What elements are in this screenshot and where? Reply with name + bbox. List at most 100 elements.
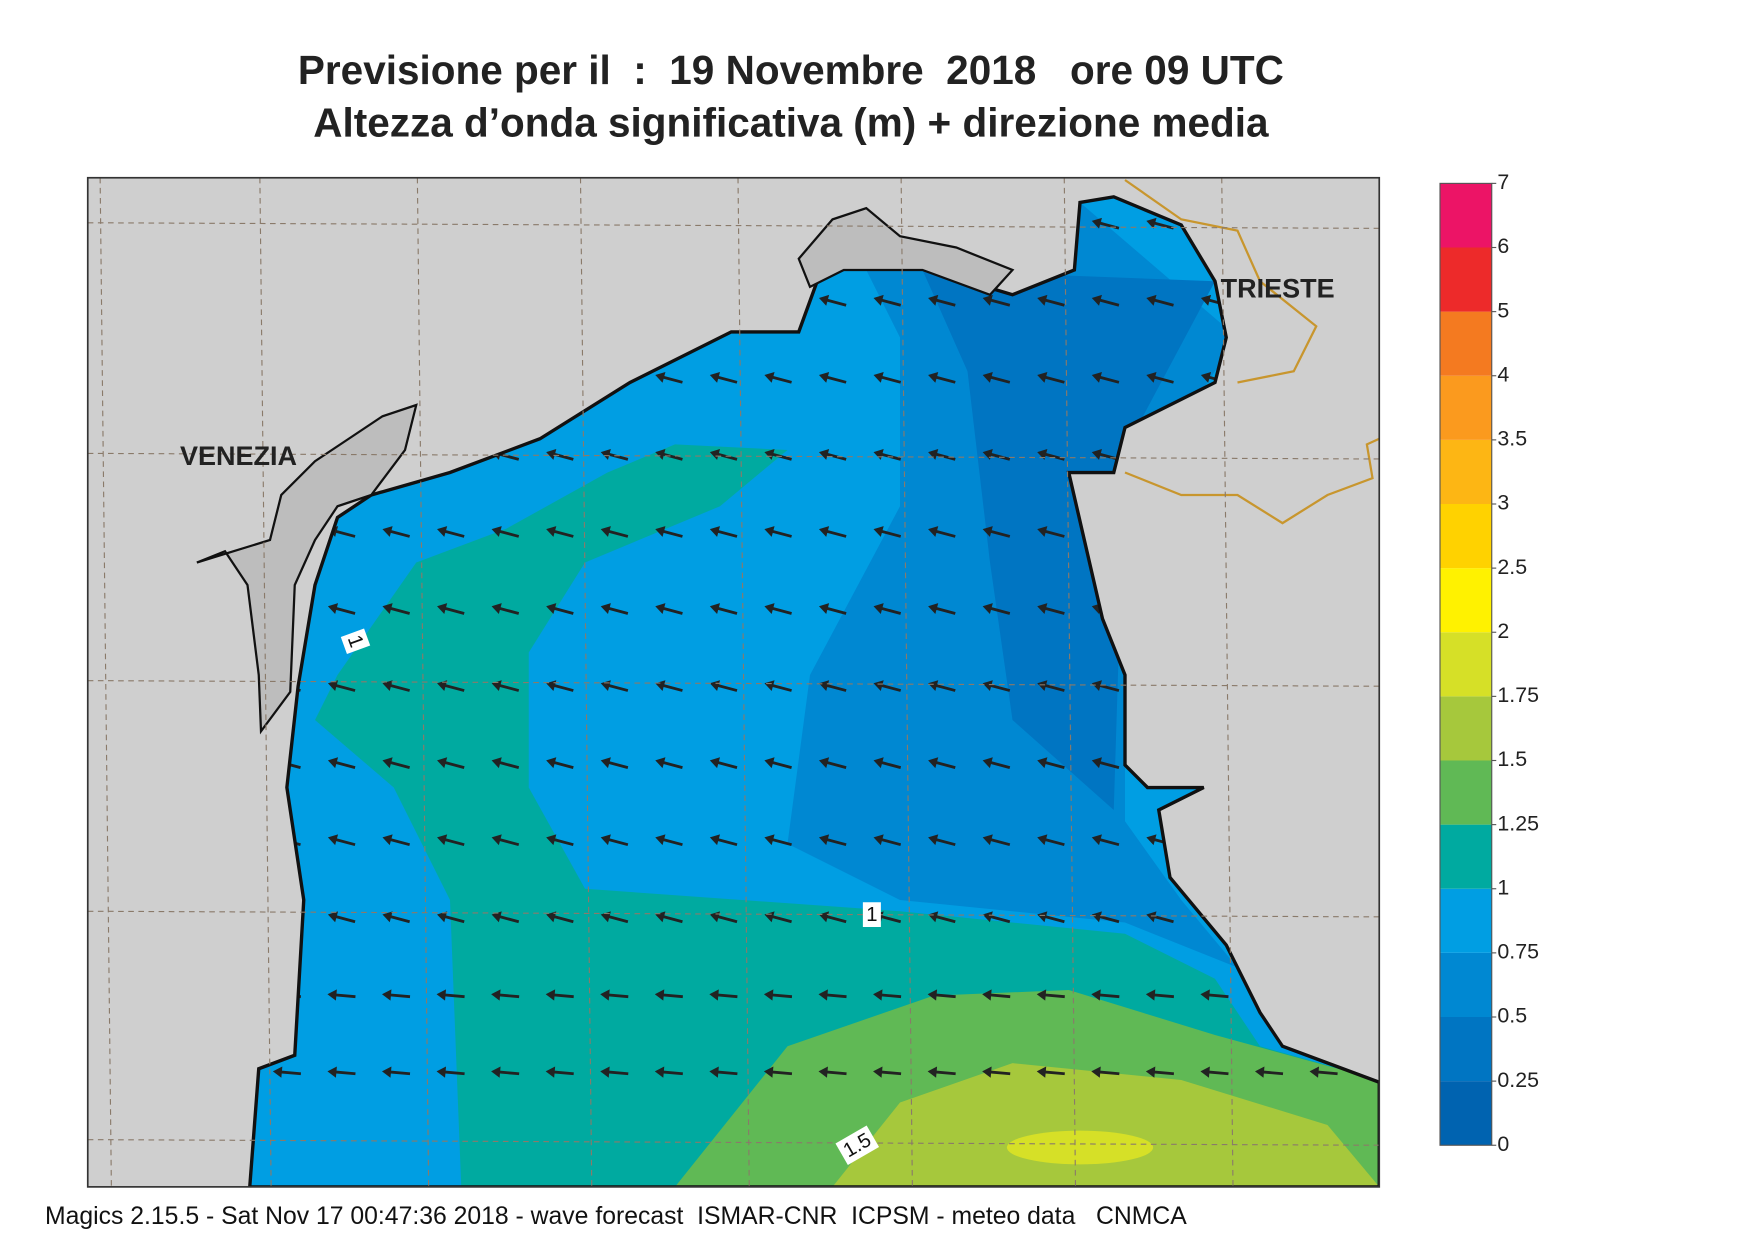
arrow-head bbox=[437, 526, 448, 537]
direction-arrow bbox=[764, 603, 792, 615]
direction-arrow bbox=[818, 603, 847, 615]
arrow-head bbox=[327, 911, 339, 923]
direction-arrow bbox=[1091, 294, 1120, 307]
arrow-head bbox=[873, 294, 884, 306]
direction-arrow bbox=[327, 1066, 356, 1078]
graticule-line bbox=[87, 680, 1380, 687]
direction-arrow bbox=[1145, 1066, 1175, 1078]
arrow-head bbox=[927, 989, 938, 1001]
arrow-head bbox=[1200, 1066, 1210, 1078]
direction-arrow bbox=[327, 911, 356, 924]
band-025-05 bbox=[922, 270, 1215, 810]
arrow-head bbox=[982, 757, 993, 769]
arrow-head bbox=[655, 449, 666, 460]
arrow-head bbox=[491, 911, 502, 923]
colorbar-band bbox=[1440, 375, 1492, 440]
band-175-2 bbox=[1006, 1130, 1154, 1165]
direction-arrow bbox=[272, 1066, 302, 1078]
arrow-head bbox=[764, 371, 775, 383]
direction-arrow bbox=[491, 603, 520, 615]
colorbar-band bbox=[1440, 439, 1492, 504]
arrow-head bbox=[327, 603, 339, 614]
direction-arrow bbox=[1037, 526, 1065, 538]
arrow-head bbox=[1200, 371, 1212, 383]
direction-arrow bbox=[873, 1066, 902, 1078]
arrow-head bbox=[709, 757, 720, 769]
arrow-head bbox=[381, 989, 392, 1001]
graticule-line bbox=[87, 222, 1380, 229]
arrow-head bbox=[654, 989, 665, 1001]
direction-arrow bbox=[654, 1066, 683, 1078]
arrow-head bbox=[873, 680, 884, 692]
graticule-line bbox=[87, 1139, 1380, 1146]
direction-arrow bbox=[1037, 294, 1065, 307]
direction-arrow bbox=[327, 757, 356, 769]
direction-arrow bbox=[928, 680, 956, 692]
arrow-head bbox=[928, 449, 939, 460]
direction-arrow bbox=[1091, 680, 1120, 692]
direction-arrow bbox=[927, 989, 956, 1001]
arrow-head bbox=[928, 371, 939, 383]
arrow-head bbox=[982, 834, 993, 846]
direction-arrow bbox=[982, 834, 1011, 847]
colorbar-band bbox=[1440, 952, 1492, 1017]
colorbar-band bbox=[1440, 632, 1492, 697]
arrow-head bbox=[1200, 989, 1210, 1001]
direction-arrow bbox=[982, 371, 1011, 384]
colorbar-tick-label: 1.5 bbox=[1497, 747, 1527, 771]
direction-arrow bbox=[1037, 371, 1065, 384]
direction-arrow bbox=[437, 911, 465, 924]
colorbar-tick-label: 1.75 bbox=[1497, 683, 1539, 707]
colorbar-frame bbox=[1439, 182, 1493, 1146]
arrow-head bbox=[600, 1066, 610, 1078]
direction-arrow bbox=[818, 680, 847, 692]
direction-arrow bbox=[600, 911, 629, 924]
colorbar-tick-label: 0.75 bbox=[1497, 940, 1539, 964]
direction-arrow bbox=[1146, 371, 1174, 384]
arrow-head bbox=[818, 757, 830, 769]
arrow-head bbox=[1146, 371, 1157, 383]
direction-arrow bbox=[545, 989, 574, 1001]
arrow-head bbox=[709, 526, 720, 537]
graticule-line bbox=[259, 177, 272, 1187]
title-line-1: Previsione per il : 19 Novembre 2018 ore… bbox=[298, 47, 1284, 93]
direction-arrow bbox=[927, 1066, 956, 1078]
direction-arrow bbox=[1037, 834, 1065, 847]
arrow-head bbox=[982, 680, 993, 692]
direction-arrow bbox=[437, 680, 465, 692]
arrow-head bbox=[1036, 1066, 1047, 1078]
direction-arrow bbox=[818, 526, 847, 538]
colorbar-tick-label: 3.5 bbox=[1497, 427, 1527, 451]
direction-arrow bbox=[1200, 989, 1229, 1001]
direction-arrow bbox=[709, 449, 738, 461]
direction-arrow bbox=[982, 603, 1011, 615]
arrow-head bbox=[491, 603, 502, 614]
direction-arrow bbox=[1036, 1066, 1065, 1078]
arrow-head bbox=[1091, 757, 1102, 769]
direction-arrow bbox=[491, 911, 520, 924]
colorbar-tick-label: 7 bbox=[1497, 170, 1509, 194]
direction-arrow bbox=[1091, 989, 1120, 1001]
graticule-line bbox=[579, 177, 593, 1187]
arrow-head bbox=[272, 1066, 283, 1078]
colorbar-band bbox=[1440, 311, 1492, 376]
arrow-head bbox=[654, 1066, 665, 1078]
arrow-head bbox=[982, 603, 993, 614]
arrow-head bbox=[437, 680, 448, 692]
contour-label-bg bbox=[835, 1125, 880, 1165]
direction-arrow bbox=[382, 680, 411, 692]
arrow-head bbox=[928, 911, 939, 923]
direction-arrow bbox=[1146, 217, 1174, 230]
arrow-head bbox=[1091, 680, 1102, 692]
direction-arrow bbox=[546, 449, 574, 461]
direction-arrow bbox=[928, 294, 956, 307]
colorbar-tick-label: 1.25 bbox=[1497, 811, 1539, 835]
direction-arrow bbox=[928, 526, 956, 538]
arrow-head bbox=[437, 834, 448, 846]
arrow-head bbox=[1091, 834, 1102, 846]
colorbar-tick-label: 0.5 bbox=[1497, 1004, 1527, 1028]
arrow-head bbox=[381, 1066, 392, 1078]
arrow-head bbox=[982, 911, 993, 923]
arrow-head bbox=[927, 1066, 938, 1078]
arrow-head bbox=[600, 911, 611, 923]
